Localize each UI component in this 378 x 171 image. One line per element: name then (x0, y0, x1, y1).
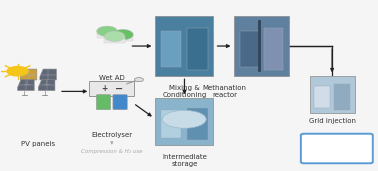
FancyBboxPatch shape (301, 134, 373, 163)
FancyBboxPatch shape (155, 16, 214, 76)
Polygon shape (40, 69, 56, 80)
FancyBboxPatch shape (187, 108, 208, 140)
Text: Intermediate
storage: Intermediate storage (162, 154, 207, 167)
Text: Wet AD: Wet AD (99, 75, 125, 81)
Text: Methanation
reactor: Methanation reactor (203, 85, 247, 98)
FancyBboxPatch shape (310, 76, 355, 113)
FancyBboxPatch shape (104, 36, 125, 43)
FancyBboxPatch shape (161, 110, 181, 138)
Polygon shape (38, 80, 55, 91)
Text: Electrolyser: Electrolyser (91, 132, 132, 138)
FancyBboxPatch shape (96, 95, 111, 110)
Ellipse shape (104, 31, 125, 42)
FancyBboxPatch shape (89, 81, 135, 96)
FancyBboxPatch shape (240, 31, 259, 67)
FancyBboxPatch shape (264, 28, 284, 70)
Circle shape (135, 78, 143, 82)
FancyBboxPatch shape (97, 31, 118, 38)
Circle shape (7, 67, 28, 76)
Text: −: − (115, 84, 123, 94)
Text: Grid injection: Grid injection (308, 118, 356, 124)
FancyBboxPatch shape (161, 31, 181, 67)
Ellipse shape (113, 29, 133, 40)
FancyBboxPatch shape (155, 98, 214, 145)
Text: Mixing &
Conditioning: Mixing & Conditioning (163, 85, 207, 98)
Text: 240 kW SNG: 240 kW SNG (306, 144, 368, 153)
Text: PV panels: PV panels (21, 141, 56, 147)
FancyBboxPatch shape (335, 84, 350, 110)
Polygon shape (20, 69, 37, 80)
FancyBboxPatch shape (234, 16, 289, 76)
Polygon shape (18, 80, 34, 91)
FancyBboxPatch shape (113, 35, 133, 41)
FancyBboxPatch shape (113, 95, 127, 110)
FancyBboxPatch shape (314, 86, 330, 108)
Text: +: + (101, 84, 107, 93)
Text: Compression & H₂ use: Compression & H₂ use (81, 148, 143, 154)
Ellipse shape (163, 110, 206, 128)
FancyBboxPatch shape (187, 28, 208, 70)
Ellipse shape (97, 26, 118, 36)
